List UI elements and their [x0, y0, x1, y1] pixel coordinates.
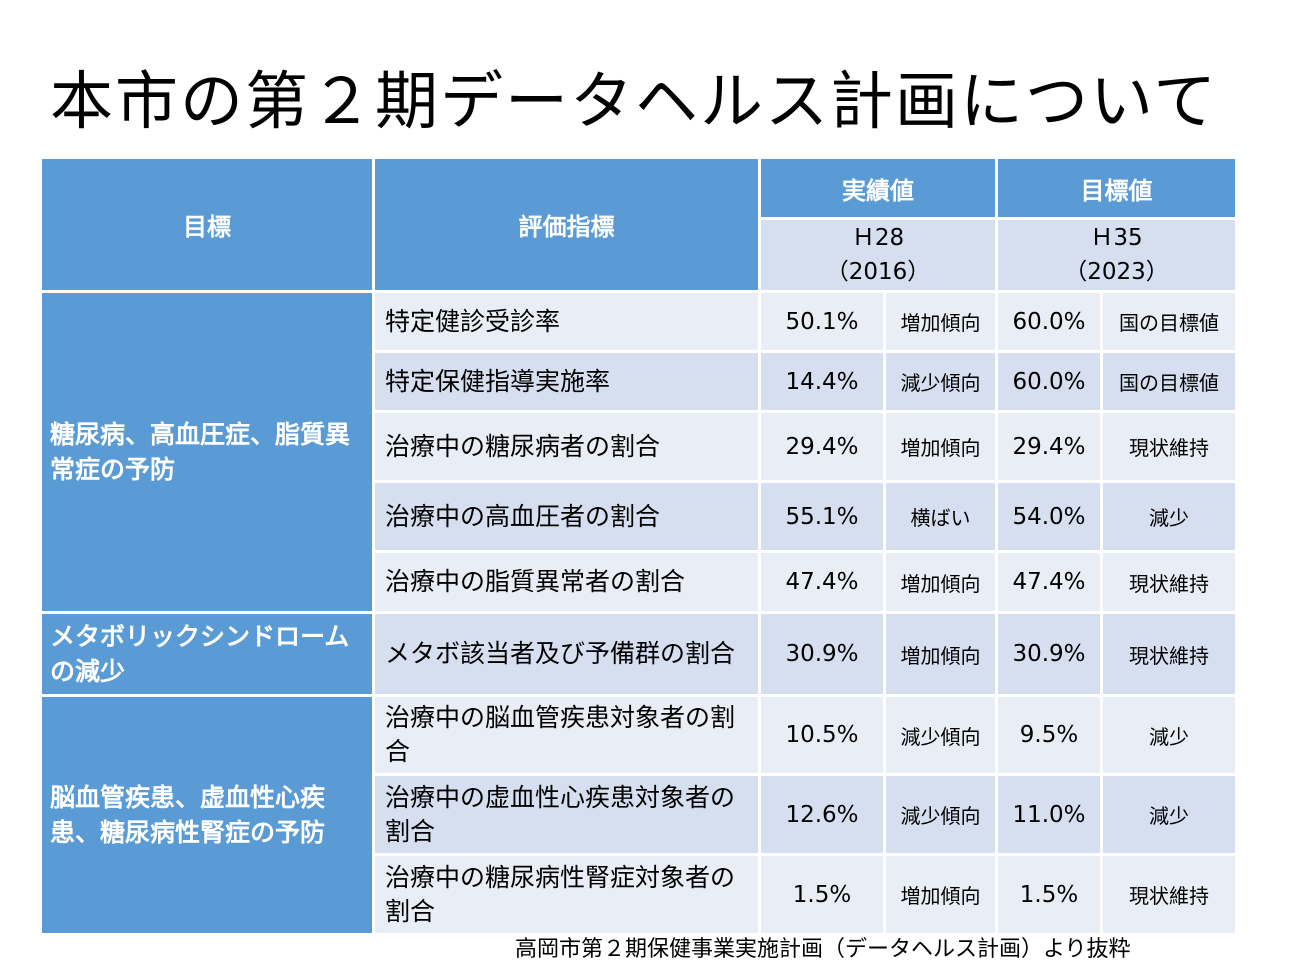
table-row: 治療中の虚血性心疾患対象者の割合 12.6% 減少傾向 11.0% 減少	[41, 773, 1238, 856]
actual-value-cell: 12.6%	[758, 773, 886, 856]
goal-cell: 糖尿病、高血圧症、脂質異常症の予防	[39, 290, 375, 614]
table-row: 脳血管疾患、虚血性心疾患、糖尿病性腎症の予防 治療中の脳血管疾患対象者の割合 1…	[39, 694, 1238, 936]
trend-cell: 減少傾向	[883, 773, 998, 856]
page-title: 本市の第２期データヘルス計画について	[50, 65, 1219, 138]
trend-cell: 増加傾向	[883, 853, 998, 936]
table-row: 糖尿病、高血圧症、脂質異常症の予防 特定健診受診率 50.1% 増加傾向 60.…	[39, 290, 1238, 614]
goal-cell: メタボリックシンドロームの減少	[39, 611, 375, 697]
target-value-cell: 1.5%	[995, 853, 1103, 936]
trend-cell: 増加傾向	[883, 290, 998, 353]
target-value-cell: 11.0%	[995, 773, 1103, 856]
table-row: 特定保健指導実施率 14.4% 減少傾向 60.0% 国の目標値	[41, 350, 1238, 413]
target-note-cell: 減少	[1100, 480, 1238, 553]
target-year-ad-label: （2023）	[1064, 259, 1169, 285]
target-value-cell: 47.4%	[995, 550, 1103, 614]
indicator-cell: メタボ該当者及び予備群の割合	[372, 611, 761, 697]
target-value-cell: 54.0%	[995, 480, 1103, 553]
target-note-cell: 国の目標値	[1100, 350, 1238, 413]
trend-cell: 増加傾向	[883, 410, 998, 483]
target-value-cell: 30.9%	[995, 611, 1103, 697]
trend-cell: 増加傾向	[883, 611, 998, 697]
indicator-cell: 治療中の糖尿病性腎症対象者の割合	[372, 853, 761, 936]
actual-value-cell: 47.4%	[758, 550, 886, 614]
target-note-cell: 現状維持	[1100, 410, 1238, 483]
target-value-cell: 60.0%	[995, 290, 1103, 353]
target-value-cell: 29.4%	[995, 410, 1103, 483]
indicator-cell: 治療中の脂質異常者の割合	[372, 550, 761, 614]
actual-value-cell: 50.1%	[758, 290, 886, 353]
indicator-cell: 治療中の高血圧者の割合	[372, 480, 761, 553]
table-row: 治療中の高血圧者の割合 55.1% 横ばい 54.0% 減少	[41, 480, 1238, 553]
target-note-cell: 減少	[1100, 694, 1238, 776]
table-row: 治療中の脂質異常者の割合 47.4% 増加傾向 47.4% 現状維持	[41, 550, 1238, 614]
header-goal: 目標	[39, 156, 375, 293]
trend-cell: 横ばい	[883, 480, 998, 553]
actual-year-label: Ｈ28	[851, 225, 905, 251]
header-actual: 実績値	[758, 156, 998, 220]
target-note-cell: 現状維持	[1100, 853, 1238, 936]
header-target: 目標値	[995, 156, 1238, 220]
trend-cell: 増加傾向	[883, 550, 998, 614]
indicator-cell: 特定健診受診率	[372, 290, 761, 353]
indicator-cell: 治療中の脳血管疾患対象者の割合	[372, 694, 761, 776]
actual-value-cell: 55.1%	[758, 480, 886, 553]
indicator-cell: 特定保健指導実施率	[372, 350, 761, 413]
indicator-cell: 治療中の虚血性心疾患対象者の割合	[372, 773, 761, 856]
trend-cell: 減少傾向	[883, 694, 998, 776]
header-indicator: 評価指標	[372, 156, 761, 293]
target-year-label: Ｈ35	[1090, 225, 1143, 251]
header-actual-year: Ｈ28 （2016）	[758, 217, 998, 293]
actual-year-ad-label: （2016）	[825, 259, 931, 285]
actual-value-cell: 14.4%	[758, 350, 886, 413]
target-note-cell: 現状維持	[1100, 611, 1238, 697]
data-health-plan-table: 目標 評価指標 実績値 目標値 Ｈ28 （2016） Ｈ35 （2023） 糖尿…	[39, 156, 1238, 936]
target-note-cell: 減少	[1100, 773, 1238, 856]
actual-value-cell: 30.9%	[758, 611, 886, 697]
actual-value-cell: 29.4%	[758, 410, 886, 483]
source-note: 高岡市第２期保健事業実施計画（データヘルス計画）より抜粋	[515, 937, 1131, 962]
target-note-cell: 現状維持	[1100, 550, 1238, 614]
actual-value-cell: 1.5%	[758, 853, 886, 936]
target-note-cell: 国の目標値	[1100, 290, 1238, 353]
trend-cell: 減少傾向	[883, 350, 998, 413]
table-row: メタボリックシンドロームの減少 メタボ該当者及び予備群の割合 30.9% 増加傾…	[39, 611, 1238, 697]
target-value-cell: 60.0%	[995, 350, 1103, 413]
table-row: 治療中の糖尿病者の割合 29.4% 増加傾向 29.4% 現状維持	[41, 410, 1238, 483]
header-target-year: Ｈ35 （2023）	[995, 217, 1238, 293]
actual-value-cell: 10.5%	[758, 694, 886, 776]
table-row: 治療中の糖尿病性腎症対象者の割合 1.5% 増加傾向 1.5% 現状維持	[41, 853, 1238, 936]
target-value-cell: 9.5%	[995, 694, 1103, 776]
indicator-cell: 治療中の糖尿病者の割合	[372, 410, 761, 483]
goal-cell: 脳血管疾患、虚血性心疾患、糖尿病性腎症の予防	[39, 694, 375, 936]
